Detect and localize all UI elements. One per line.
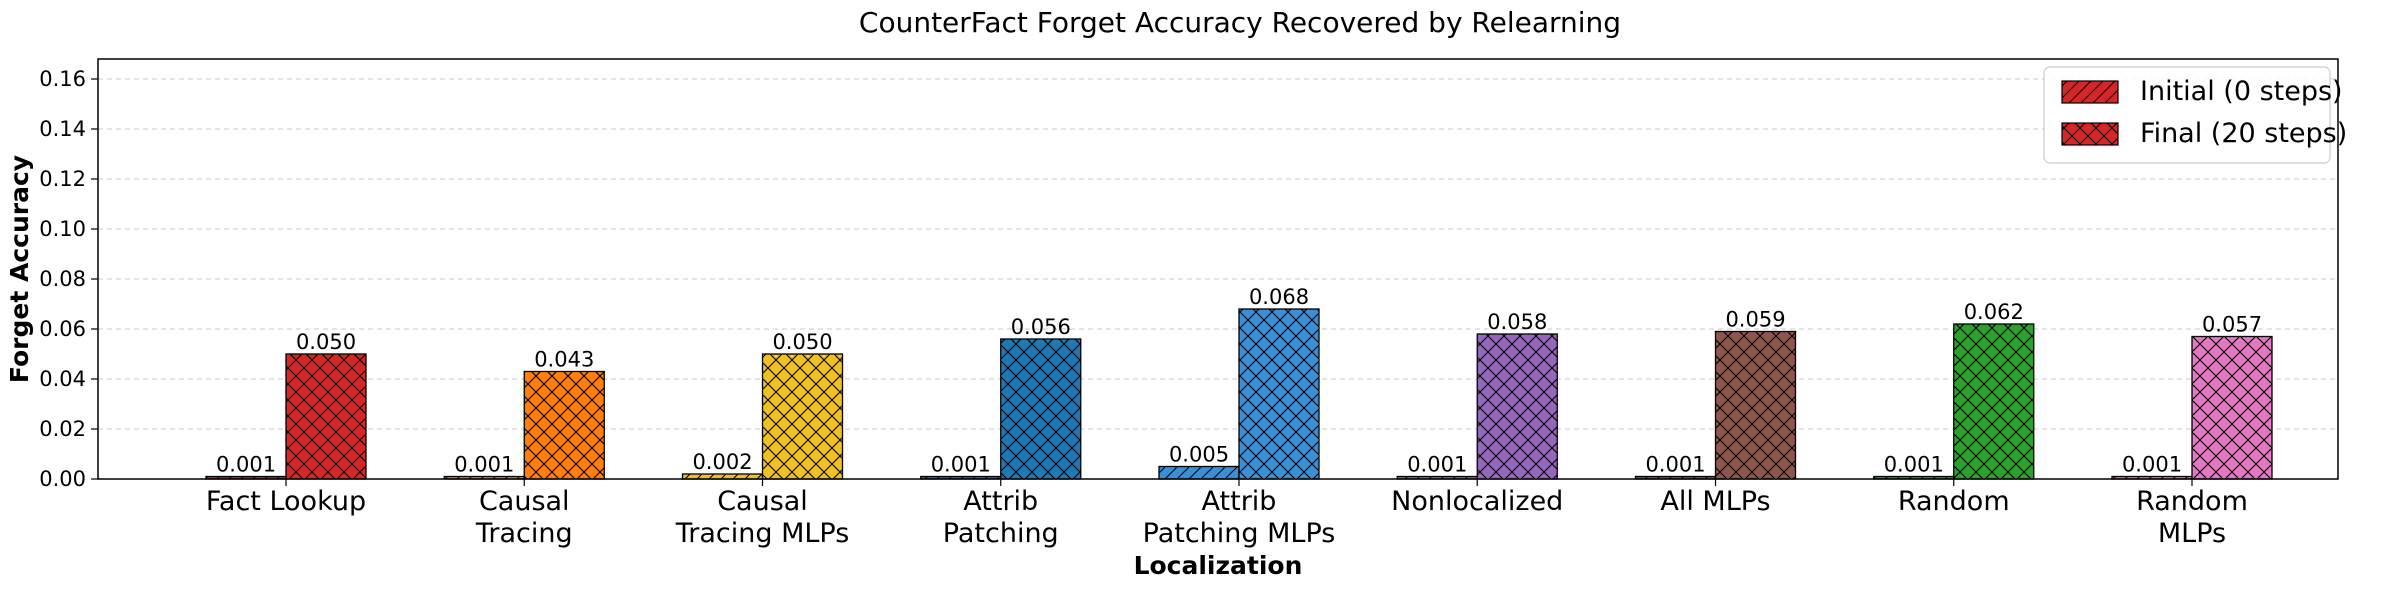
plot-frame [97, 58, 2339, 480]
data-label: 0.001 [931, 453, 991, 477]
data-label: 0.059 [1725, 308, 1785, 332]
data-label: 0.001 [1407, 453, 1467, 477]
legend-label: Initial (0 steps) [2140, 76, 2343, 107]
x-tick-label: Nonlocalized [1391, 486, 1563, 517]
bar-hatch [1000, 339, 1081, 479]
x-tick-label: MLPs [2158, 518, 2226, 549]
data-label: 0.001 [1884, 453, 1944, 477]
bar-hatch [920, 476, 1001, 479]
bars [205, 308, 2273, 480]
bar-hatch [682, 474, 763, 479]
x-axis-label: Localization [1134, 551, 1303, 580]
x-tick-label: All MLPs [1660, 486, 1770, 517]
bar-hatch [206, 476, 286, 479]
y-tick-label: 0.00 [39, 467, 86, 491]
bar-hatch [1715, 331, 1796, 479]
data-label: 0.001 [216, 453, 276, 477]
y-tick-label: 0.14 [39, 117, 86, 141]
legend-label: Final (20 steps) [2140, 118, 2347, 149]
bar-hatch [1159, 466, 1239, 479]
x-tick-label: Patching MLPs [1143, 518, 1336, 549]
x-tick-label: Causal [479, 486, 570, 517]
bar-hatch [1635, 476, 1716, 479]
x-tick-label: Attrib [1202, 486, 1277, 517]
bar-hatch [1953, 324, 2034, 479]
y-tick-label: 0.08 [39, 267, 86, 291]
data-label: 0.057 [2202, 313, 2262, 337]
bar-hatch [1239, 309, 1319, 479]
bar-hatch [1397, 476, 1478, 479]
data-label: 0.056 [1011, 315, 1071, 339]
legend-swatch-hatch [2062, 123, 2118, 145]
y-tick-label: 0.10 [39, 217, 86, 241]
x-tick-label: Causal [717, 486, 808, 517]
x-tick-label: Tracing MLPs [675, 518, 850, 549]
bar-hatch [2112, 476, 2192, 479]
data-label: 0.058 [1487, 310, 1547, 334]
bar-hatch [444, 476, 525, 479]
data-label: 0.001 [2122, 453, 2182, 477]
chart-title: CounterFact Forget Accuracy Recovered by… [859, 6, 1621, 39]
y-tick-label: 0.06 [39, 317, 86, 341]
bar-hatch [762, 354, 843, 479]
data-label: 0.001 [454, 453, 514, 477]
y-axis-ticks: 0.00 0.02 0.04 0.06 0.08 0.10 0.12 0.14 0.16 [39, 67, 98, 491]
data-label: 0.050 [296, 330, 356, 354]
data-label: 0.062 [1964, 300, 2024, 324]
bar-hatch [2192, 336, 2272, 479]
data-labels: 0.001 0.050 0.001 0.043 0.002 0.050 0.001 0.056… [216, 285, 2262, 477]
data-label: 0.001 [1645, 453, 1705, 477]
x-tick-label: Patching [943, 518, 1059, 549]
y-tick-label: 0.12 [39, 167, 86, 191]
y-tick-label: 0.04 [39, 367, 86, 391]
bar-hatch [286, 354, 366, 479]
legend: Initial (0 steps) Final (20 steps) [2043, 66, 2347, 164]
y-axis-label: Forget Accuracy [5, 155, 34, 383]
x-tick-label: Attrib [963, 486, 1038, 517]
y-tick-label: 0.02 [39, 417, 86, 441]
x-tick-label: Tracing [475, 518, 573, 549]
data-label: 0.002 [692, 450, 752, 474]
bar-hatch [1477, 334, 1558, 479]
x-tick-label: Random [1898, 486, 2010, 517]
legend-swatch-hatch [2062, 81, 2118, 103]
bar-hatch [1873, 476, 1954, 479]
data-label: 0.068 [1249, 285, 1309, 309]
x-tick-label: Random [2136, 486, 2248, 517]
bar-hatch [524, 371, 605, 479]
y-tick-label: 0.16 [39, 67, 86, 91]
grid-lines [98, 78, 2338, 480]
data-label: 0.050 [772, 330, 832, 354]
data-label: 0.005 [1169, 443, 1229, 467]
data-label: 0.043 [534, 348, 594, 372]
x-tick-label: Fact Lookup [206, 486, 366, 517]
